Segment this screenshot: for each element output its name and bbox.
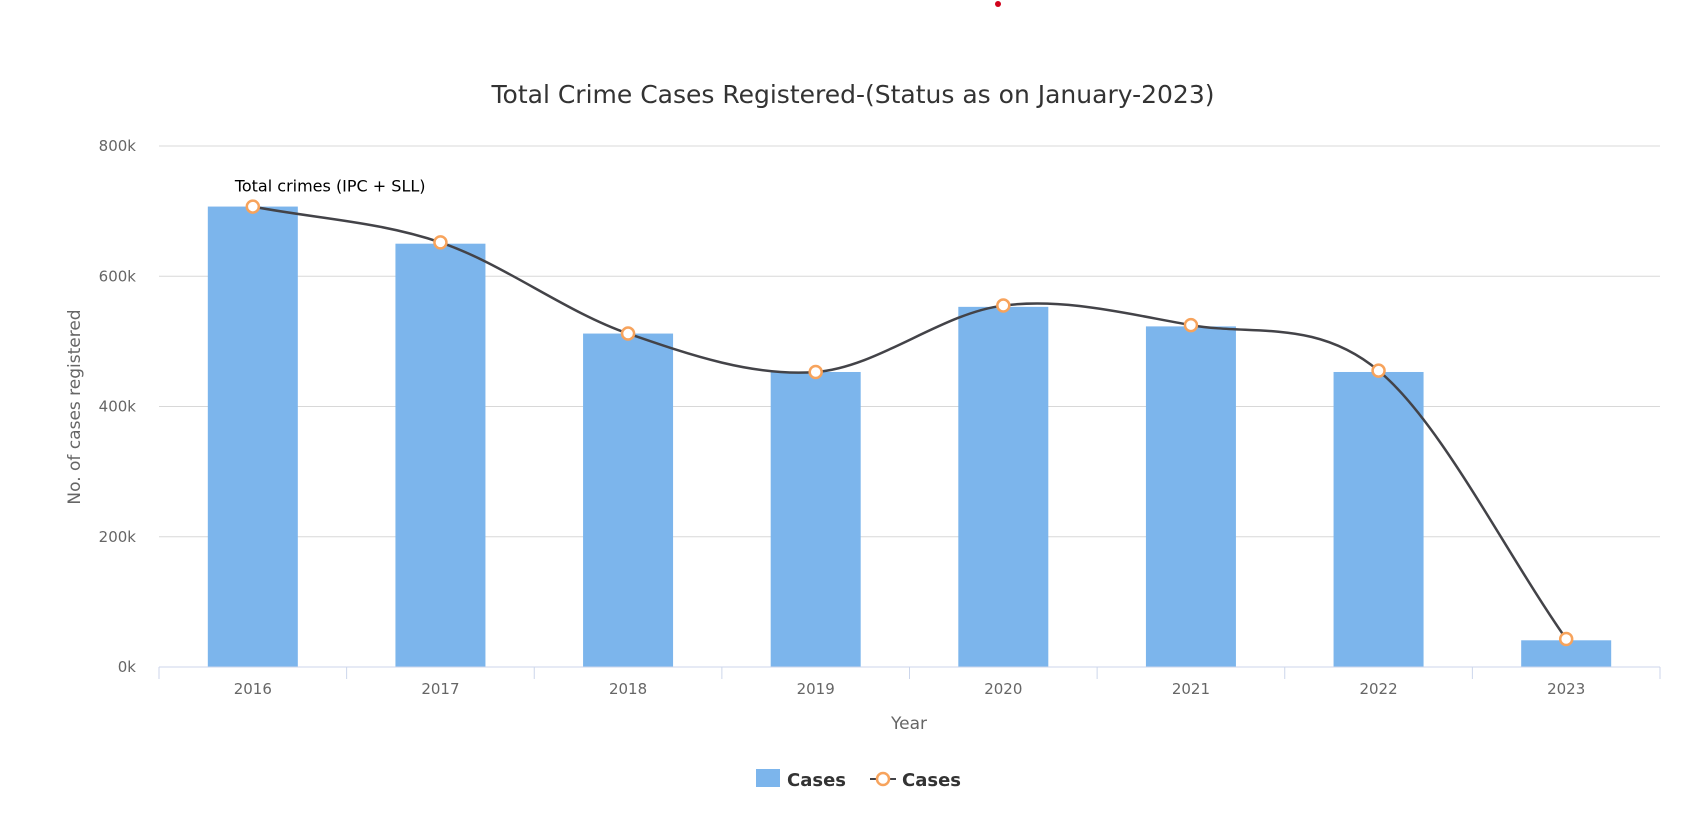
bar-2016[interactable] <box>207 206 298 667</box>
bar-2021[interactable] <box>1145 326 1236 667</box>
chart-title: Total Crime Cases Registered-(Status as … <box>491 80 1215 109</box>
line-point-2018[interactable] <box>620 326 636 341</box>
y-axis-title: No. of cases registered <box>65 309 85 504</box>
grid-lines <box>159 145 1660 538</box>
x-tick-label: 2021 <box>1172 680 1210 698</box>
line-point-2022[interactable] <box>1371 363 1386 378</box>
bar-2022[interactable] <box>1333 371 1424 667</box>
x-tick-label: 2023 <box>1547 680 1585 698</box>
y-tick-label: 800k <box>99 137 137 155</box>
legend-line-label: Cases <box>902 770 961 791</box>
x-tick-label: 2018 <box>609 680 647 698</box>
red-dot-marker <box>995 1 1001 7</box>
line-series <box>245 199 1574 647</box>
bar-series <box>207 206 1612 667</box>
legend-line-marker <box>875 771 891 787</box>
x-tick-label: 2017 <box>421 680 459 698</box>
bar-2018[interactable] <box>583 333 674 667</box>
y-tick-label: 600k <box>99 267 137 285</box>
x-axis: 2016 2017 2018 2019 2020 2021 2022 2023 <box>158 666 1661 698</box>
line-point-2019[interactable] <box>808 364 823 380</box>
line-point-2023[interactable] <box>1558 631 1574 647</box>
legend: Cases Cases <box>756 769 961 791</box>
y-tick-label: 400k <box>99 398 137 416</box>
y-tick-label: 0k <box>118 658 137 676</box>
data-annotation: Total crimes (IPC + SLL) <box>234 177 426 196</box>
x-tick-label: 2020 <box>984 680 1022 698</box>
bar-2020[interactable] <box>958 306 1049 667</box>
x-tick-label: 2016 <box>234 680 272 698</box>
legend-bar-label: Cases <box>787 770 846 791</box>
line-point-2016[interactable] <box>245 199 261 214</box>
legend-bar-swatch <box>756 769 780 787</box>
annotations: Total crimes (IPC + SLL) <box>234 177 426 196</box>
x-tick-label: 2022 <box>1359 680 1397 698</box>
bar-2017[interactable] <box>395 243 486 667</box>
line-point-2021[interactable] <box>1183 317 1199 333</box>
legend-item-bar[interactable]: Cases <box>756 769 846 791</box>
x-tick-label: 2019 <box>797 680 835 698</box>
line-point-2020[interactable] <box>996 298 1011 313</box>
legend-item-line[interactable]: Cases <box>870 770 961 791</box>
x-axis-title: Year <box>890 714 927 734</box>
line-point-2017[interactable] <box>433 235 448 250</box>
y-axis-ticks: 0k 200k 400k 600k 800k <box>99 137 137 676</box>
y-tick-label: 200k <box>99 528 137 546</box>
bar-2019[interactable] <box>770 371 861 667</box>
